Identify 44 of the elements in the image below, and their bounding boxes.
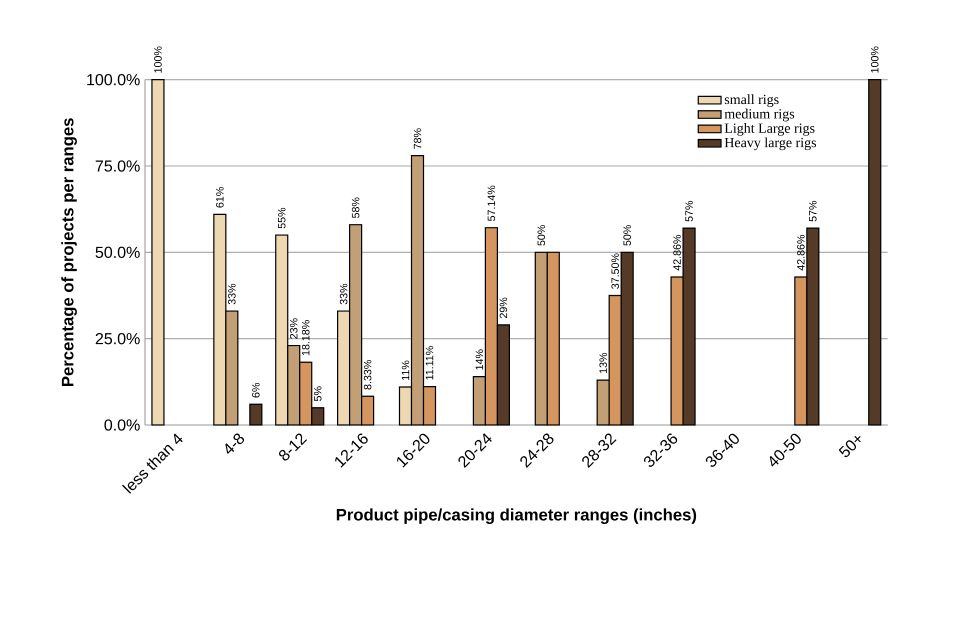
- data-label: 61%: [216, 187, 224, 208]
- data-label: 42.86%: [673, 234, 681, 270]
- y-tick-label: 50.0%: [96, 246, 140, 258]
- data-label: 55%: [278, 208, 286, 228]
- x-tick-label: less than 4: [122, 434, 183, 494]
- data-label: 57.14%: [488, 186, 496, 221]
- data-label: 33%: [228, 284, 236, 304]
- data-label: 18.18%: [302, 320, 310, 356]
- data-label: 11%: [402, 360, 410, 380]
- data-label: 57%: [685, 200, 693, 222]
- x-tick-label: 8-12: [278, 434, 308, 461]
- data-label: 37.50%: [611, 253, 619, 289]
- legend-label: Heavy large rigs: [724, 137, 816, 150]
- y-tick-label: 25.0%: [96, 333, 140, 344]
- data-label: 50%: [538, 225, 546, 246]
- x-axis-title: Product pipe/casing diameter ranges (inches): [336, 508, 696, 524]
- legend-label: small rigs: [724, 94, 779, 108]
- data-label: 13%: [599, 352, 607, 374]
- data-label: 78%: [414, 128, 422, 149]
- bar: [151, 79, 165, 426]
- x-tick-label: 4-8: [225, 434, 244, 454]
- data-label: 100%: [154, 46, 162, 73]
- y-tick-label: 75.0%: [96, 160, 140, 172]
- legend-label: medium rigs: [724, 108, 794, 122]
- bar: [868, 79, 882, 426]
- y-axis-title: Percentage of projects per ranges: [61, 118, 77, 386]
- data-label: 57%: [809, 200, 817, 222]
- data-label: 11.11%: [426, 346, 434, 380]
- x-tick-label: 50+: [838, 436, 861, 458]
- data-label: 6%: [252, 382, 260, 398]
- data-label: 50%: [623, 225, 631, 246]
- data-label: 100%: [870, 46, 879, 73]
- data-label: 14%: [476, 349, 484, 370]
- data-label: 58%: [352, 197, 360, 218]
- data-label: 5%: [314, 386, 322, 402]
- bar: [249, 404, 262, 426]
- data-label: 42.86%: [797, 234, 805, 270]
- data-label: 33%: [340, 284, 348, 304]
- data-label: 8.33%: [364, 360, 372, 390]
- data-label: 29%: [500, 298, 508, 318]
- legend-label: Light Large rigs: [724, 123, 815, 136]
- y-tick-label: 100.0%: [87, 74, 140, 86]
- data-label: 23%: [290, 318, 298, 339]
- y-tick-label: 0.0%: [104, 419, 140, 431]
